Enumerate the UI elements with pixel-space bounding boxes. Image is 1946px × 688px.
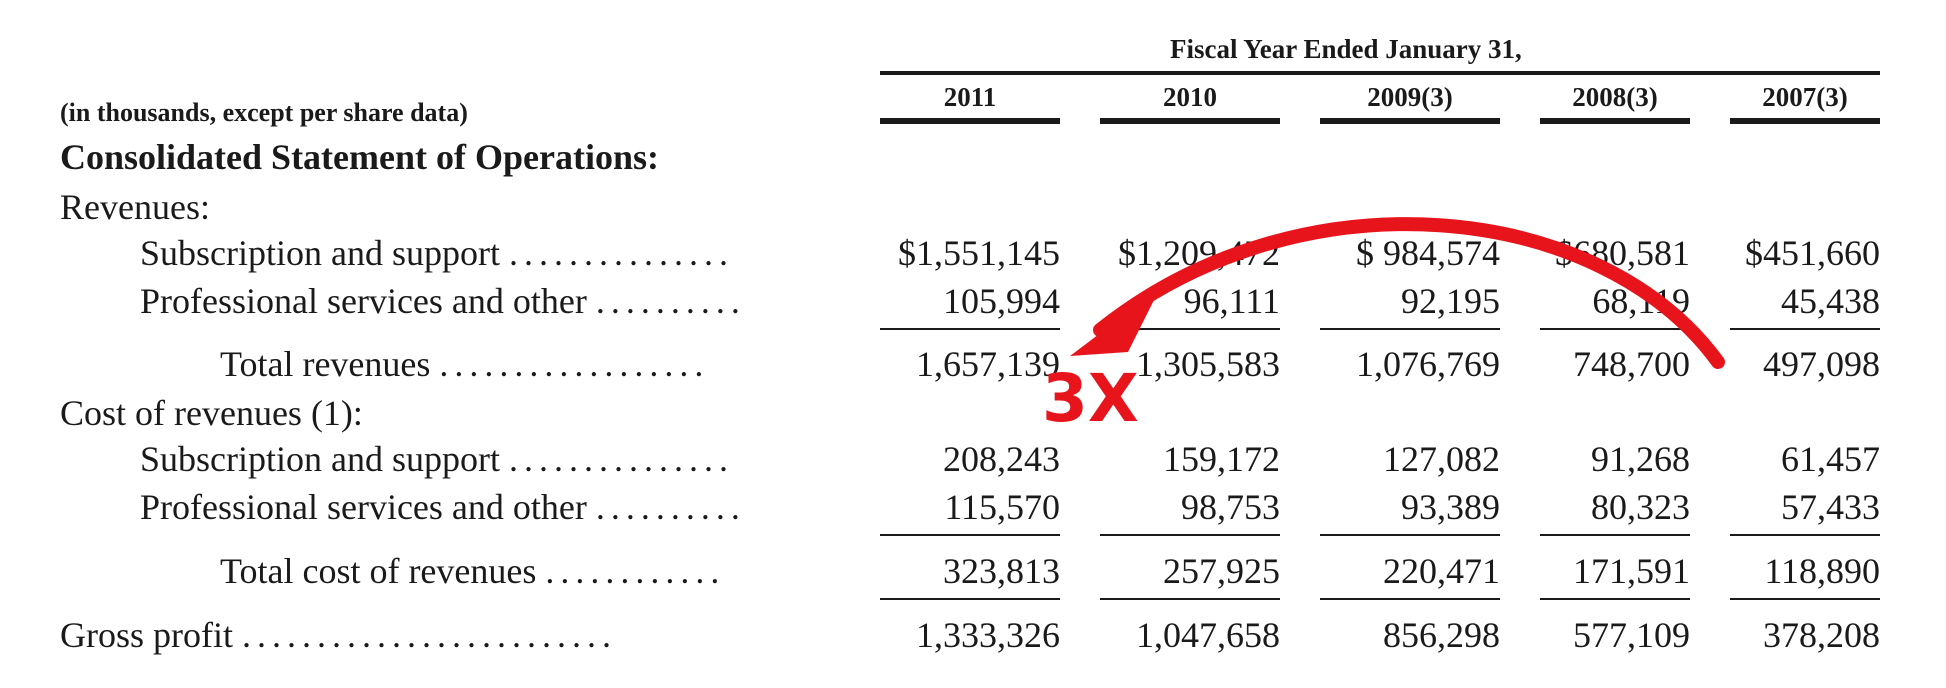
leader-dots: ............... — [508, 233, 734, 273]
value-cell: $ 984,574 — [1356, 233, 1500, 273]
row-label-text: Gross profit — [60, 615, 233, 655]
value-cell: 257,925 — [1163, 551, 1280, 591]
year-underline-2007 — [1730, 118, 1880, 124]
year-header-2011: 2011 — [943, 82, 997, 112]
value-cell: 1,333,326 — [916, 615, 1060, 655]
year-header-2007: 2007(3) — [1762, 82, 1848, 112]
year-underline-2009 — [1320, 118, 1500, 124]
value-cell: $1,551,145 — [898, 233, 1060, 273]
subtotal-rule — [880, 328, 1060, 330]
row-label-text: Subscription and support — [140, 233, 500, 273]
value-cell: 115,570 — [944, 487, 1060, 527]
subtotal-rule — [1320, 534, 1500, 536]
value-cell: 93,389 — [1401, 487, 1500, 527]
value-cell: 127,082 — [1383, 439, 1500, 479]
value-cell: 171,591 — [1573, 551, 1690, 591]
value-cell: 1,657,139 — [916, 344, 1060, 384]
row-label: Professional services and other ........… — [140, 280, 746, 322]
arrow-head-icon — [1070, 288, 1160, 356]
value-cell: $451,660 — [1745, 233, 1880, 273]
subtotal-rule — [880, 598, 1060, 600]
revenues-label: Revenues: — [60, 187, 210, 227]
subtotal-rule — [1100, 328, 1280, 330]
value-cell: 80,323 — [1591, 487, 1690, 527]
leader-dots: .......... — [595, 281, 746, 321]
subtotal-rule — [1100, 534, 1280, 536]
subtotal-rule — [880, 534, 1060, 536]
row-label-text: Professional services and other — [140, 487, 587, 527]
section-title: Consolidated Statement of Operations: — [60, 137, 659, 177]
year-underline-2010 — [1100, 118, 1280, 124]
value-cell: 378,208 — [1763, 615, 1880, 655]
leader-dots: .................. — [439, 344, 710, 384]
subtotal-rule — [1730, 328, 1880, 330]
arrow-shaft — [1093, 217, 1725, 369]
value-cell: 105,994 — [943, 281, 1060, 321]
cost-of-revenues-label: Cost of revenues (1): — [60, 393, 363, 433]
row-label: Total cost of revenues ............ — [220, 550, 725, 592]
value-cell: 1,047,658 — [1136, 615, 1280, 655]
units-note: (in thousands, except per share data) — [60, 98, 468, 127]
row-label-text: Professional services and other — [140, 281, 587, 321]
subtotal-rule — [1100, 598, 1280, 600]
value-cell: 45,438 — [1781, 281, 1880, 321]
value-cell: 1,076,769 — [1356, 344, 1500, 384]
subtotal-rule — [1540, 328, 1690, 330]
subtotal-rule — [1730, 534, 1880, 536]
row-label: Subscription and support ............... — [140, 232, 734, 274]
subtotal-rule — [1320, 328, 1500, 330]
growth-multiplier-label: 3X — [1042, 360, 1139, 437]
value-cell: 92,195 — [1401, 281, 1500, 321]
row-label: Subscription and support ............... — [140, 438, 734, 480]
row-label: Total revenues .................. — [220, 343, 709, 385]
year-header-2008: 2008(3) — [1572, 82, 1658, 112]
value-cell: 159,172 — [1163, 439, 1280, 479]
subtotal-rule — [1730, 598, 1880, 600]
subtotal-rule — [1540, 598, 1690, 600]
row-label-text: Total revenues — [220, 344, 431, 384]
leader-dots: .......... — [595, 487, 746, 527]
value-cell: 91,268 — [1591, 439, 1690, 479]
value-cell: 96,111 — [1183, 281, 1280, 321]
row-label-text: Total cost of revenues — [220, 551, 537, 591]
year-underline-2008 — [1540, 118, 1690, 124]
value-cell: 856,298 — [1383, 615, 1500, 655]
row-label: Gross profit ......................... — [60, 614, 617, 656]
value-cell: 220,471 — [1383, 551, 1500, 591]
year-header-2010: 2010 — [1163, 82, 1217, 112]
value-cell: 323,813 — [943, 551, 1060, 591]
leader-dots: ......................... — [242, 615, 617, 655]
value-cell: 748,700 — [1573, 344, 1690, 384]
value-cell: 208,243 — [943, 439, 1060, 479]
row-label-text: Subscription and support — [140, 439, 500, 479]
value-cell: 57,433 — [1781, 487, 1880, 527]
value-cell: 497,098 — [1763, 344, 1880, 384]
subtotal-rule — [1540, 534, 1690, 536]
fiscal-year-header: Fiscal Year Ended January 31, — [1170, 34, 1522, 64]
value-cell: 98,753 — [1181, 487, 1280, 527]
value-cell: 577,109 — [1573, 615, 1690, 655]
row-label: Professional services and other ........… — [140, 486, 746, 528]
value-cell: 61,457 — [1781, 439, 1880, 479]
year-underline-2011 — [880, 118, 1060, 124]
value-cell: 118,890 — [1764, 551, 1880, 591]
leader-dots: ............... — [508, 439, 734, 479]
header-rule — [880, 71, 1880, 75]
year-header-2009: 2009(3) — [1367, 82, 1453, 112]
leader-dots: ............ — [545, 551, 726, 591]
subtotal-rule — [1320, 598, 1500, 600]
value-cell: 1,305,583 — [1136, 344, 1280, 384]
